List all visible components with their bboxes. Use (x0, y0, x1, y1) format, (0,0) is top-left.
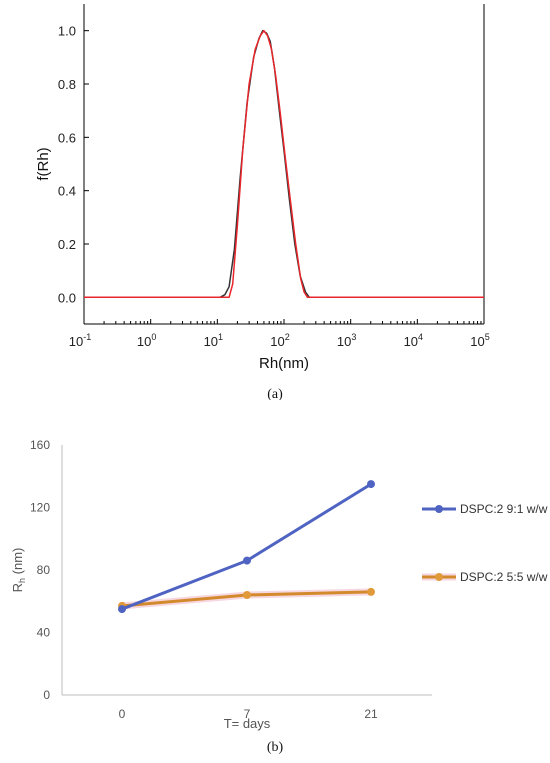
chart-a-x-tick-label: 103 (337, 332, 356, 349)
chart-b-series (118, 480, 375, 614)
chart-a-x-tick-label: 100 (137, 332, 156, 349)
chart-b-ylabel-sub: h (17, 578, 27, 583)
chart-b-y-tick-label: 160 (30, 438, 50, 452)
chart-a-x-tick-label: 10-1 (69, 332, 91, 349)
chart-a-xlabel: Rh(nm) (259, 355, 309, 372)
chart-b-point-1 (367, 480, 375, 489)
chart-b-x-ticks: 0 7 21 (119, 707, 378, 721)
chart-a-x-tick-label: 102 (270, 332, 289, 349)
chart-a-y-tick-label: 0.6 (58, 130, 76, 145)
chart-b-legend-label: DSPC:2 5:5 w/w (460, 570, 548, 584)
chart-b-legend-marker (435, 505, 443, 513)
chart-a-y-tick-label: 0.0 (58, 290, 76, 305)
chart-a-series-line-2 (84, 29, 484, 299)
chart-b-x-tick-label: 0 (119, 707, 126, 721)
chart-a-series-line-1 (84, 29, 484, 299)
chart-a-x-tick-label: 105 (470, 332, 489, 349)
chart-b-legend-marker (435, 573, 443, 581)
chart-b-y-ticks: 0 40 80 120 160 (30, 438, 50, 702)
chart-a-y-ticks: 0.0 0.2 0.4 0.6 0.8 1.0 (58, 24, 89, 305)
chart-a-y-tick-label: 1.0 (58, 24, 76, 39)
chart-b-xlabel: T= days (224, 716, 271, 731)
chart-b-x-tick-label: 7 (244, 707, 251, 721)
chart-b-panel-label: (b) (267, 740, 284, 755)
chart-b-y-tick-label: 40 (37, 626, 51, 640)
chart-b-point-1 (243, 556, 251, 565)
chart-b-axes (61, 445, 432, 696)
chart-a-panel-label: (a) (267, 387, 283, 400)
chart-b-y-tick-label: 120 (30, 501, 50, 515)
chart-b-point-2 (243, 591, 251, 599)
chart-b-y-tick-label: 80 (37, 563, 51, 577)
chart-b: 0 40 80 120 160 0 7 21 DSPC:2 9:1 w/w DSPC:2 5:… (10, 438, 548, 755)
chart-a-ylabel: f(Rh) (35, 147, 52, 180)
chart-a-series (84, 29, 484, 299)
chart-b-ylabel-tail: (nm) (10, 548, 25, 578)
chart-a-y-tick-label: 0.4 (58, 184, 76, 199)
chart-b-ylabel: Rh (nm) (10, 548, 27, 593)
chart-a-x-tick-label: 104 (404, 332, 423, 349)
chart-a-x-ticks: 10-1 100 101 102 103 104 105 (69, 319, 490, 349)
chart-b-ylabel-main: R (10, 583, 25, 592)
chart-b-legend: DSPC:2 9:1 w/w DSPC:2 5:5 w/w (422, 502, 548, 584)
chart-b-point-2 (367, 587, 375, 596)
chart-a-y-tick-label: 0.2 (58, 237, 76, 252)
chart-a: 0.00.20.40.60.81.0 10-1 100 101 102 103 104 10… (35, 4, 490, 400)
chart-a-x-tick-label: 101 (204, 332, 223, 349)
chart-b-point-1 (118, 605, 126, 614)
chart-a-y-tick-label: 0.8 (58, 77, 76, 92)
chart-b-legend-label: DSPC:2 9:1 w/w (460, 502, 548, 516)
chart-b-x-tick-label: 21 (364, 707, 378, 721)
chart-b-y-tick-label: 0 (43, 688, 50, 702)
chart-a-axes (83, 4, 485, 325)
